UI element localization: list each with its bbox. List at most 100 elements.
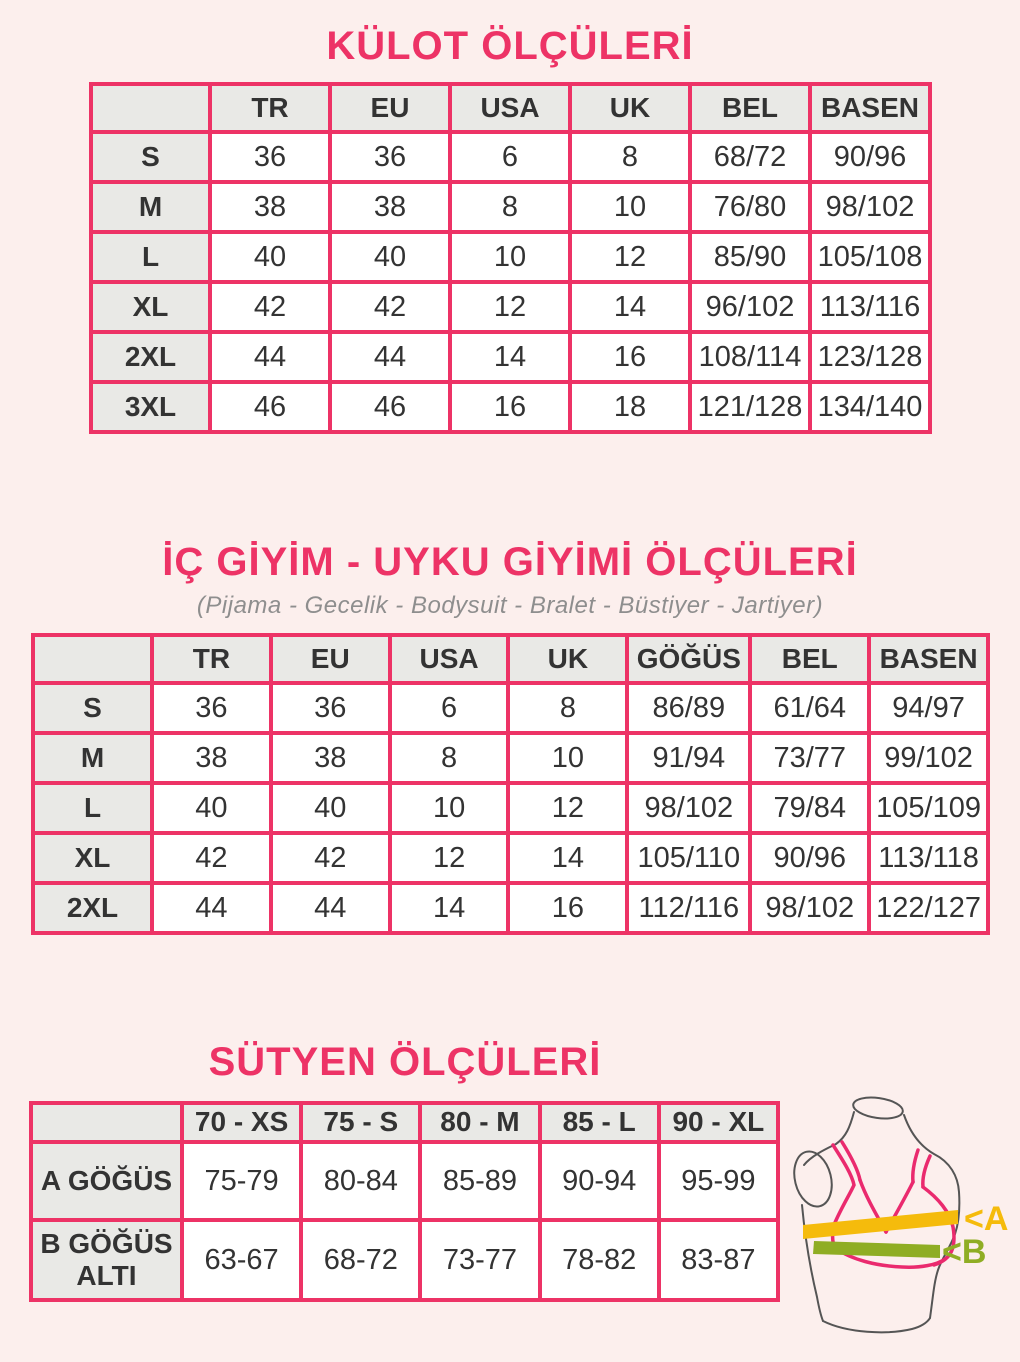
size-cell: 105/110: [625, 831, 753, 885]
size-cell: 36: [268, 681, 392, 735]
size-cell: 40: [208, 230, 332, 284]
size-cell: 86/89: [625, 681, 753, 735]
size-cell: 12: [568, 230, 692, 284]
size-cell: 108/114: [688, 330, 812, 384]
size-cell: 8: [448, 180, 572, 234]
size-cell: 38: [208, 180, 332, 234]
size-cell: 73/77: [748, 731, 872, 785]
size-cell: 134/140: [808, 380, 932, 434]
size-cell: 121/128: [688, 380, 812, 434]
size-cell: 18: [568, 380, 692, 434]
table-row: L 40 40 10 12 98/102 79/84 105/109: [31, 781, 990, 835]
column-header: 85 - L: [537, 1101, 661, 1144]
size-cell: 95-99: [656, 1140, 781, 1222]
table-row: M 38 38 8 10 91/94 73/77 99/102: [31, 731, 990, 785]
header-row: TR EU USA UK GÖĞÜS BEL BASEN: [31, 633, 990, 685]
size-cell: 10: [568, 180, 692, 234]
size-cell: 12: [448, 280, 572, 334]
size-cell: 8: [506, 681, 630, 735]
size-cell: 61/64: [748, 681, 872, 735]
size-cell: 63-67: [179, 1218, 304, 1302]
column-header: BASEN: [808, 82, 932, 134]
size-cell: 14: [568, 280, 692, 334]
header-row: TR EU USA UK BEL BASEN: [89, 82, 932, 134]
size-cell: 83-87: [656, 1218, 781, 1302]
column-header: BEL: [748, 633, 872, 685]
size-cell: 105/108: [808, 230, 932, 284]
size-cell: 90/96: [808, 130, 932, 184]
size-cell: 44: [208, 330, 332, 384]
size-cell: 14: [506, 831, 630, 885]
size-cell: 85/90: [688, 230, 812, 284]
size-cell: 42: [150, 831, 273, 885]
table-row: XL 42 42 12 14 96/102 113/116: [89, 280, 932, 334]
size-cell: 113/116: [808, 280, 932, 334]
row-header: A GÖĞÜS: [29, 1140, 184, 1222]
size-cell: 46: [208, 380, 332, 434]
size-cell: 16: [568, 330, 692, 384]
table-row: 2XL 44 44 14 16 112/116 98/102 122/127: [31, 881, 990, 935]
column-header: EU: [328, 82, 452, 134]
corner-cell: [89, 82, 212, 134]
row-header: S: [89, 130, 212, 184]
row-header: XL: [89, 280, 212, 334]
size-cell: 36: [150, 681, 273, 735]
size-cell: 44: [150, 881, 273, 935]
size-cell: 6: [387, 681, 511, 735]
bra-fit-illustration: <A <B: [793, 1096, 1008, 1334]
size-cell: 99/102: [867, 731, 990, 785]
column-header: 70 - XS: [179, 1101, 304, 1144]
size-cell: 75-79: [179, 1140, 304, 1222]
table-row: S 36 36 6 8 86/89 61/64 94/97: [31, 681, 990, 735]
kulot-section-title: KÜLOT ÖLÇÜLERİ: [326, 24, 694, 68]
sutyen-section-title: SÜTYEN ÖLÇÜLERİ: [208, 1040, 602, 1084]
size-cell: 96/102: [688, 280, 812, 334]
size-cell: 40: [268, 781, 392, 835]
size-cell: 12: [387, 831, 511, 885]
kulot-size-table: TR EU USA UK BEL BASEN S 36 36 6 8 68/72 90/96 M 38 38 8…: [89, 82, 932, 434]
row-header: 2XL: [31, 881, 154, 935]
size-cell: 80-84: [299, 1140, 423, 1222]
size-cell: 10: [387, 781, 511, 835]
size-cell: 40: [150, 781, 273, 835]
size-cell: 8: [387, 731, 511, 785]
size-cell: 68/72: [688, 130, 812, 184]
ic-giyim-section-title: İÇ GİYİM - UYKU GİYİMİ ÖLÇÜLERİ: [162, 540, 858, 584]
table-row: 3XL 46 46 16 18 121/128 134/140: [89, 380, 932, 434]
size-cell: 98/102: [625, 781, 753, 835]
row-header: L: [89, 230, 212, 284]
size-cell: 42: [208, 280, 332, 334]
column-header: 90 - XL: [656, 1101, 781, 1144]
size-cell: 73-77: [418, 1218, 542, 1302]
size-cell: 36: [328, 130, 452, 184]
table-row: A GÖĞÜS 75-79 80-84 85-89 90-94 95-99: [29, 1140, 781, 1222]
size-cell: 14: [387, 881, 511, 935]
table-row: XL 42 42 12 14 105/110 90/96 113/118: [31, 831, 990, 885]
bust-measure-band-a: [803, 1210, 958, 1239]
size-cell: 42: [268, 831, 392, 885]
size-cell: 112/116: [625, 881, 753, 935]
column-header: TR: [208, 82, 332, 134]
column-header: UK: [506, 633, 630, 685]
header-row: 70 - XS 75 - S 80 - M 85 - L 90 - XL: [29, 1101, 781, 1144]
column-header: UK: [568, 82, 692, 134]
size-cell: 76/80: [688, 180, 812, 234]
size-cell: 38: [268, 731, 392, 785]
column-header: GÖĞÜS: [625, 633, 753, 685]
row-header: S: [31, 681, 154, 735]
row-header: L: [31, 781, 154, 835]
column-header: BASEN: [867, 633, 990, 685]
size-cell: 36: [208, 130, 332, 184]
row-header: M: [31, 731, 154, 785]
ic-giyim-section-subtitle: (Pijama - Gecelik - Bodysuit - Bralet - …: [196, 592, 824, 619]
size-cell: 10: [448, 230, 572, 284]
size-cell: 38: [150, 731, 273, 785]
table-row: M 38 38 8 10 76/80 98/102: [89, 180, 932, 234]
table-row: 2XL 44 44 14 16 108/114 123/128: [89, 330, 932, 384]
corner-cell: [29, 1101, 184, 1144]
table-row: L 40 40 10 12 85/90 105/108: [89, 230, 932, 284]
column-header: BEL: [688, 82, 812, 134]
size-cell: 68-72: [299, 1218, 423, 1302]
size-cell: 98/102: [748, 881, 872, 935]
